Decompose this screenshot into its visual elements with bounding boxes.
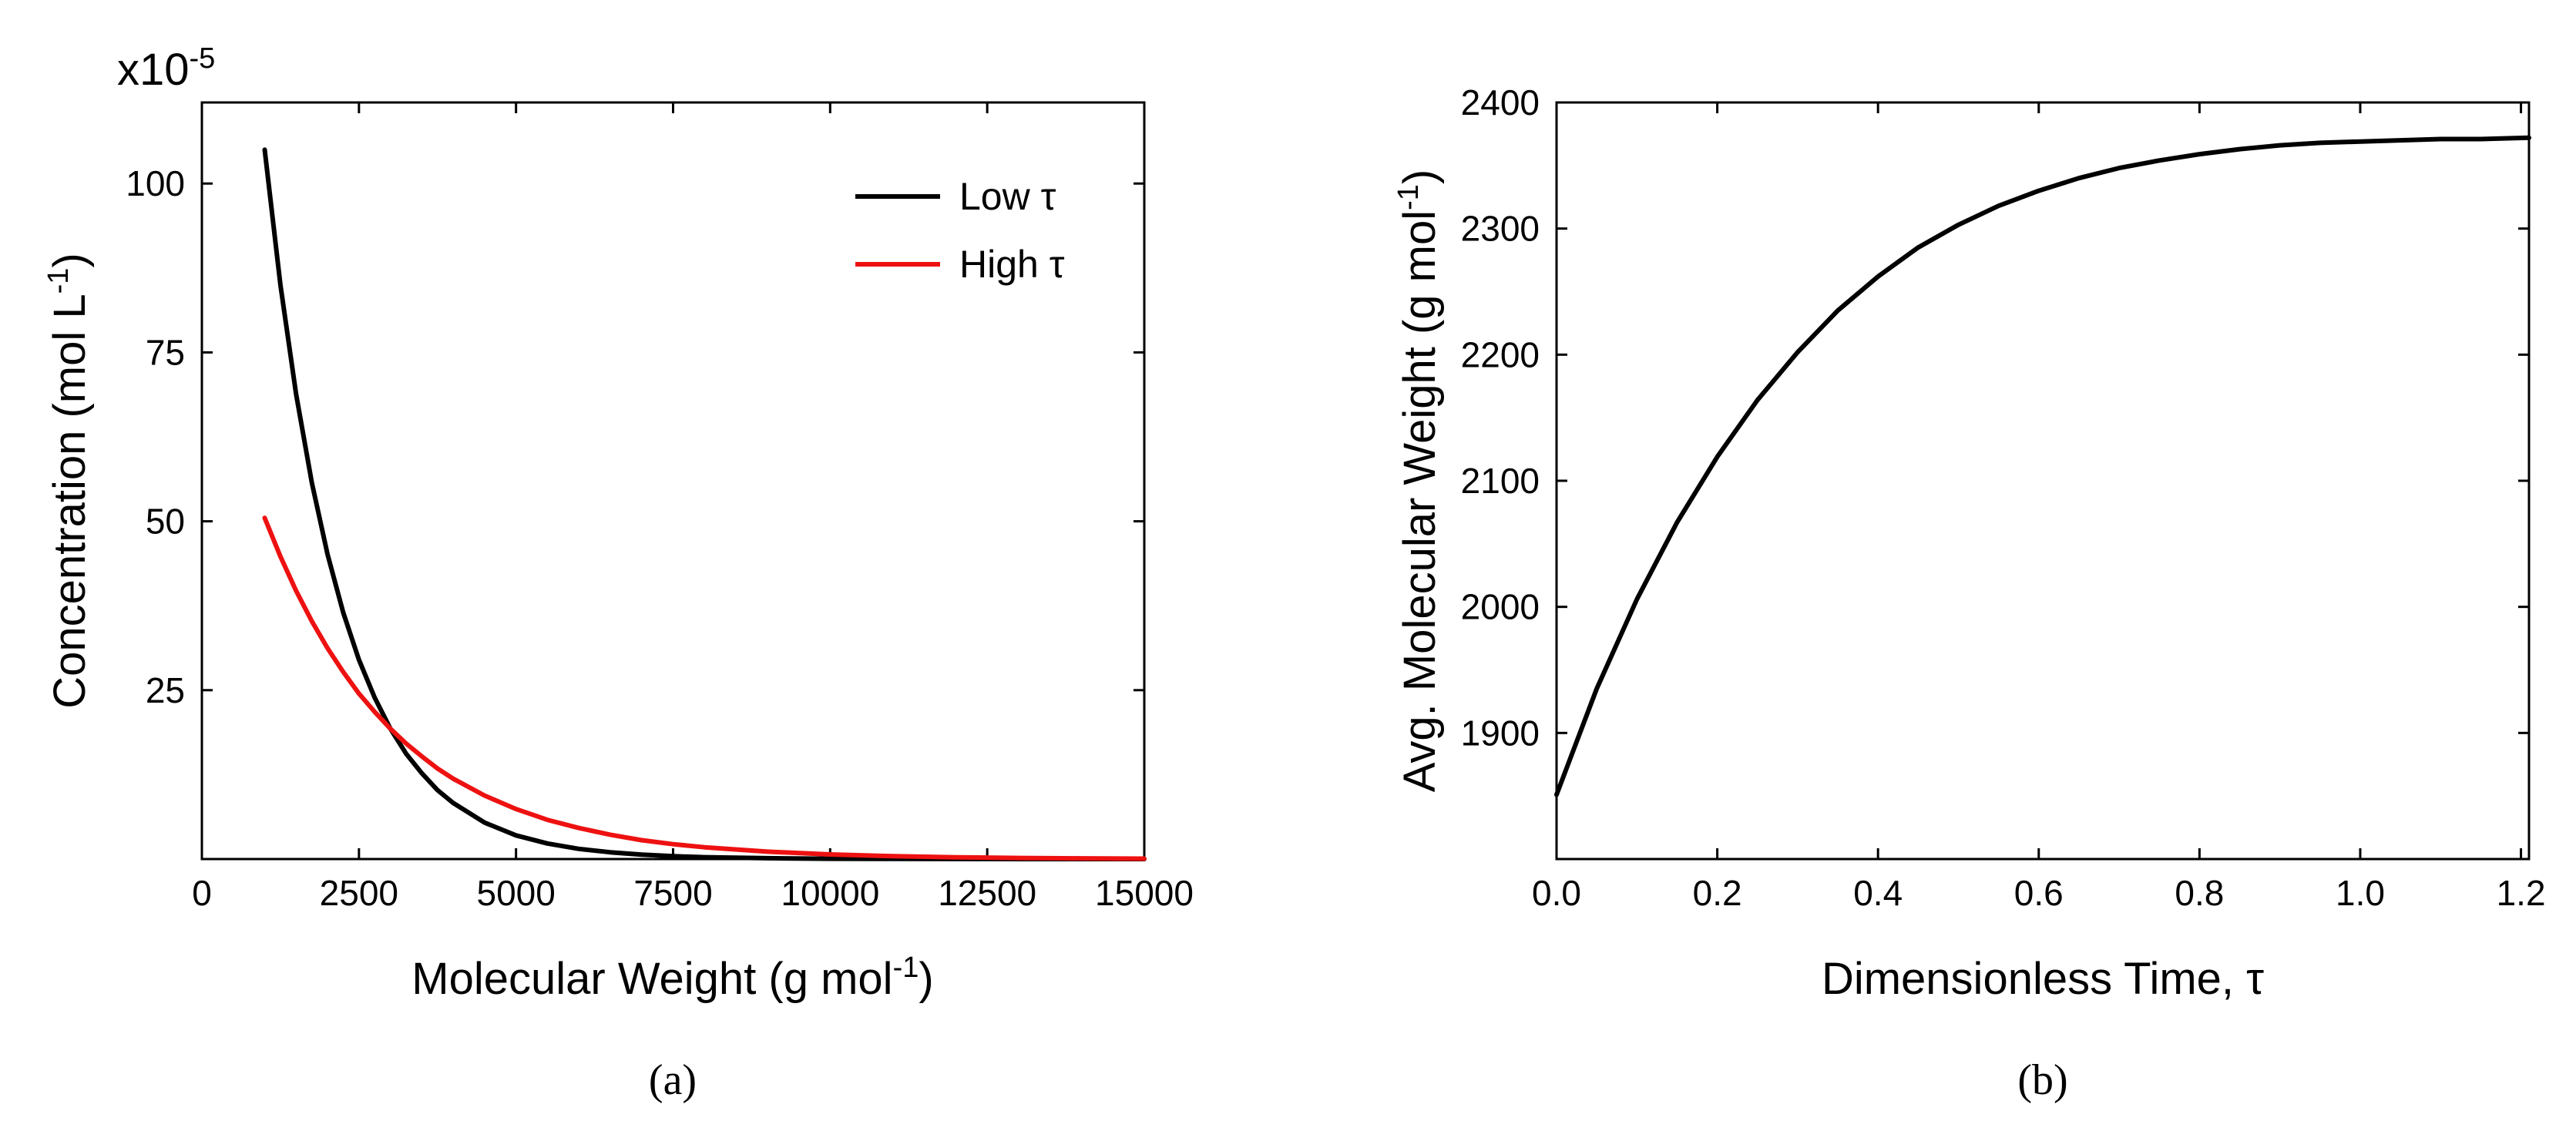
- x-tick-label-a-5: 12500: [938, 873, 1036, 913]
- y-tick-label-a-1: 50: [146, 502, 185, 542]
- caption-b: (b): [2017, 1056, 2067, 1104]
- y-tick-label-a-2: 75: [146, 332, 185, 372]
- y-tick-label-a-3: 100: [126, 163, 185, 203]
- series-line-b-0: [1554, 135, 2531, 797]
- x-axis-title-b: Dimensionless Time, τ: [1822, 954, 2264, 1004]
- legend-a: Low τ High τ: [855, 175, 1065, 286]
- y-axis-title-b: Avg. Molecular Weight (g mol-1): [1392, 169, 1445, 793]
- x-tick-label-b-0: 0.0: [1532, 873, 1581, 913]
- x-tick-label-a-1: 2500: [320, 873, 398, 913]
- x-axis-title-a: Molecular Weight (g mol-1): [411, 952, 933, 1004]
- series-line-a-1: [262, 515, 1147, 861]
- x-tick-label-b-4: 0.8: [2175, 873, 2224, 913]
- legend-label-low-tau: Low τ: [959, 175, 1056, 218]
- y-multiplier-label: x10-5: [117, 42, 215, 95]
- series-line-a-0: [262, 147, 1147, 861]
- x-tick-label-b-6: 1.2: [2497, 873, 2546, 913]
- x-tick-label-a-2: 5000: [476, 873, 555, 913]
- y-tick-label-a-0: 25: [146, 670, 185, 710]
- y-ticks-b: 1900 2000 2100 2200 2300 2400: [1461, 82, 2529, 753]
- y-axis-title-a: Concentration (mol L-1): [42, 253, 95, 709]
- x-tick-label-a-6: 15000: [1095, 873, 1194, 913]
- series-group-a: [262, 147, 1147, 861]
- x-tick-label-b-3: 0.6: [2014, 873, 2064, 913]
- x-tick-label-a-4: 10000: [781, 873, 879, 913]
- x-tick-label-a-0: 0: [192, 873, 212, 913]
- series-group-b: [1554, 135, 2531, 797]
- x-tick-label-b-5: 1.0: [2336, 873, 2385, 913]
- y-tick-label-b-1: 2000: [1461, 587, 1540, 627]
- x-ticks-a: 0 2500 5000 7500 10000 12500 15000: [192, 102, 1194, 913]
- y-tick-label-b-0: 1900: [1461, 713, 1540, 753]
- y-tick-label-b-5: 2400: [1461, 82, 1540, 123]
- x-tick-label-b-1: 0.2: [1693, 873, 1742, 913]
- y-tick-label-b-4: 2300: [1461, 209, 1540, 249]
- y-tick-label-b-2: 2100: [1461, 461, 1540, 501]
- y-tick-label-b-3: 2200: [1461, 334, 1540, 374]
- x-tick-label-a-3: 7500: [633, 873, 712, 913]
- x-ticks-b: 0.0 0.2 0.4 0.6 0.8 1.0 1.2: [1532, 102, 2546, 913]
- caption-a: (a): [649, 1056, 697, 1104]
- y-ticks-a: 25 50 75 100: [126, 163, 1144, 710]
- x-tick-label-b-2: 0.4: [1853, 873, 1903, 913]
- chart-panel-a: 0 2500 5000 7500 10000 12500 15000 25 50 75 100 x…: [42, 42, 1194, 1104]
- legend-label-high-tau: High τ: [959, 243, 1065, 286]
- chart-panel-b: 0.0 0.2 0.4 0.6 0.8 1.0 1.2 1900 2000 2100 2200 23…: [1392, 82, 2546, 1104]
